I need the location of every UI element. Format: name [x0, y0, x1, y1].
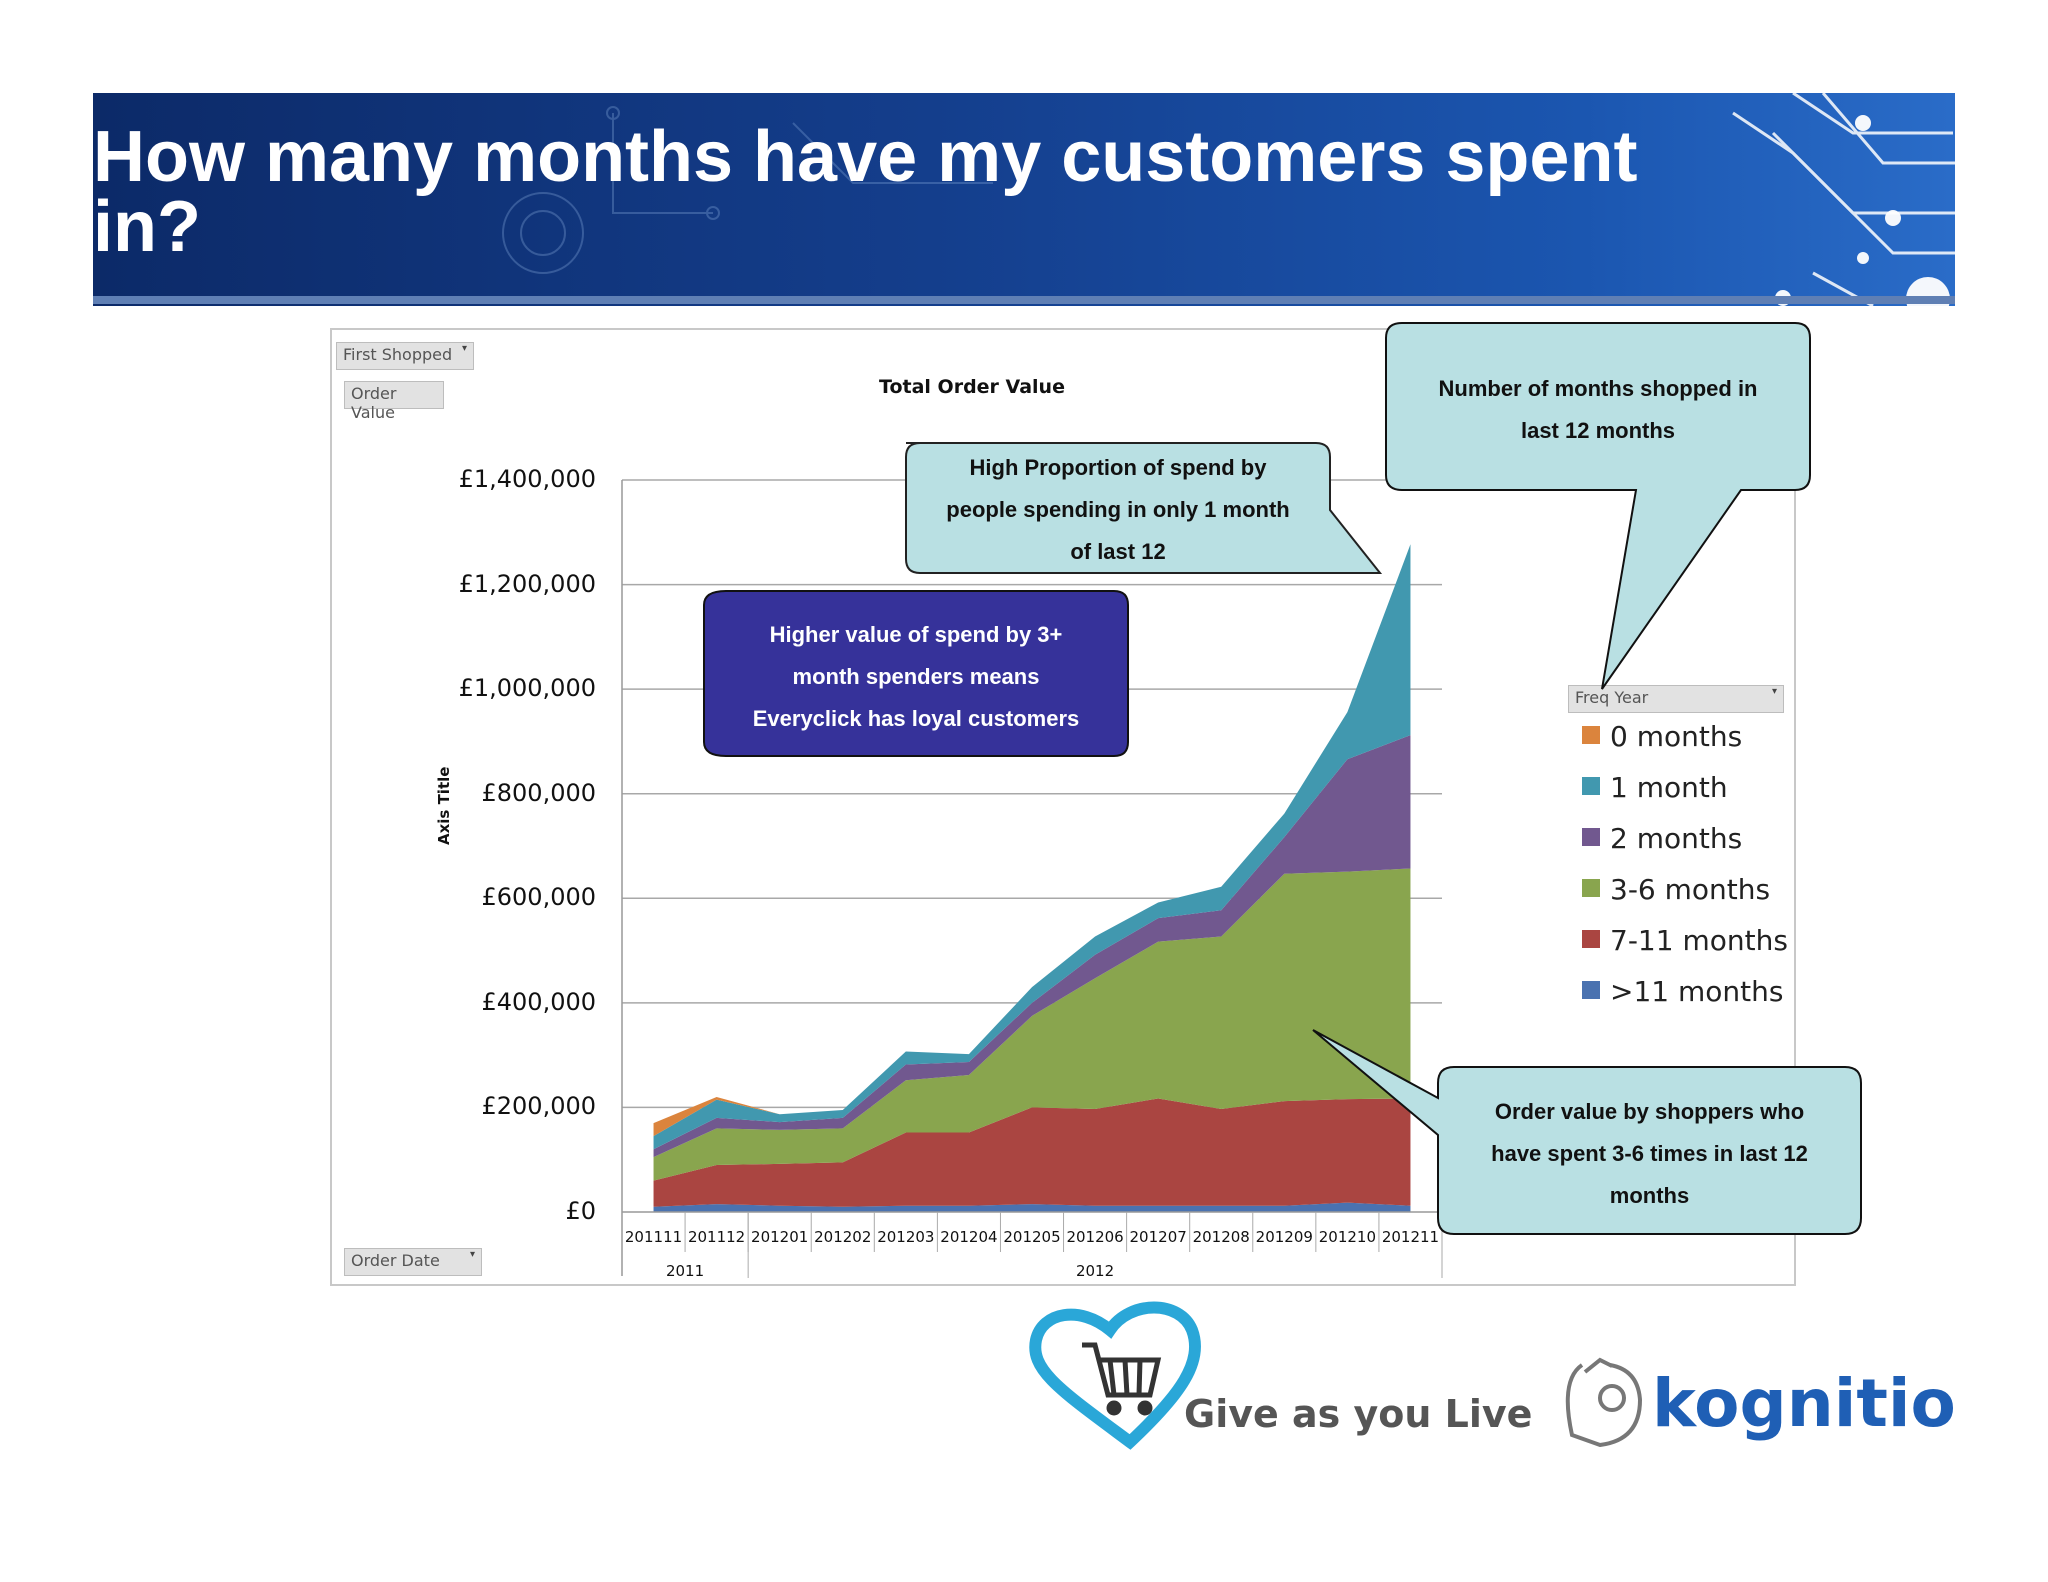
- legend-label: 7-11 months: [1610, 924, 1788, 957]
- legend-swatch: [1582, 777, 1600, 795]
- owl-icon: [1565, 1357, 1643, 1448]
- y-tick-label: £1,200,000: [458, 569, 596, 598]
- freq-year-label: Freq Year: [1575, 688, 1649, 707]
- y-tick-label: £0: [565, 1197, 596, 1225]
- order-value-label: Order Value: [351, 384, 397, 422]
- legend-label: 3-6 months: [1610, 873, 1771, 906]
- first-shopped-label: First Shopped: [343, 345, 453, 364]
- legend-label: 2 months: [1610, 822, 1743, 855]
- y-tick-label: £200,000: [481, 1092, 596, 1121]
- dropdown-arrow-icon: ▾: [461, 343, 467, 354]
- slide-title: How many months have my customers spent …: [93, 117, 1793, 267]
- legend-label: 0 months: [1610, 720, 1743, 753]
- legend-item: 2 months: [1582, 822, 1742, 855]
- callout-higher-value-text: Higher value of spend by 3+ month spende…: [704, 614, 1128, 740]
- callout-line: High Proportion of spend by: [969, 455, 1267, 480]
- callout-line: last 12 months: [1520, 418, 1676, 443]
- legend-label: 1 month: [1610, 771, 1728, 804]
- legend-label: >11 months: [1610, 975, 1784, 1008]
- y-tick-label: £600,000: [481, 883, 596, 912]
- legend-swatch: [1582, 981, 1600, 999]
- y-tick-label: £1,000,000: [458, 674, 596, 703]
- title-banner: [93, 93, 1955, 306]
- legend-item: 1 month: [1582, 771, 1728, 804]
- callout-line: have spent 3-6 times in last 12: [1491, 1141, 1808, 1166]
- dropdown-arrow-icon: ▾: [1771, 686, 1777, 697]
- legend-item: 0 months: [1582, 720, 1742, 753]
- legend-swatch: [1582, 930, 1600, 948]
- callout-line: people spending in only 1 month: [946, 497, 1290, 522]
- chart-frame: [330, 328, 1796, 1286]
- cart-icon: [1082, 1342, 1162, 1416]
- y-tick-label: £800,000: [481, 778, 596, 807]
- callout-months-shopped-text: Number of months shopped in last 12 mont…: [1386, 368, 1810, 452]
- give-as-you-live-logo: Give as you Live: [1184, 1392, 1533, 1436]
- first-shopped-field-button[interactable]: First Shopped ▾: [336, 342, 474, 370]
- callout-order-value-text: Order value by shoppers who have spent 3…: [1438, 1091, 1861, 1217]
- legend-swatch: [1582, 726, 1600, 744]
- callout-line: Higher value of spend by 3+: [769, 622, 1063, 647]
- legend-swatch: [1582, 879, 1600, 897]
- freq-year-field-button[interactable]: Freq Year ▾: [1568, 685, 1784, 713]
- callout-line: Number of months shopped in: [1438, 376, 1758, 401]
- legend-item: 7-11 months: [1582, 924, 1788, 957]
- kognitio-logo: kognitio: [1652, 1365, 1956, 1442]
- legend-item: 3-6 months: [1582, 873, 1770, 906]
- dropdown-arrow-icon: ▾: [469, 1249, 475, 1260]
- order-value-field-button[interactable]: Order Value: [344, 381, 444, 422]
- callout-high-proportion-text: High Proportion of spend by people spend…: [906, 447, 1330, 573]
- y-tick-label: £400,000: [481, 987, 596, 1016]
- slide-title-line-2: in?: [93, 187, 201, 267]
- y-tick-label: £1,400,000: [458, 465, 596, 493]
- heart-icon: [1029, 1301, 1202, 1450]
- callout-line: month spenders means: [792, 664, 1040, 689]
- callout-line: months: [1609, 1183, 1690, 1208]
- order-date-label: Order Date: [351, 1251, 440, 1270]
- banner-divider: [93, 296, 1955, 304]
- legend-item: >11 months: [1582, 975, 1783, 1008]
- slide-title-line-1: How many months have my customers spent: [93, 117, 1638, 197]
- callout-line: of last 12: [1070, 539, 1166, 564]
- chart-title: Total Order Value: [879, 376, 1065, 398]
- order-date-field-button[interactable]: Order Date ▾: [344, 1248, 482, 1276]
- y-axis-title: Axis Title: [435, 766, 453, 845]
- callout-line: Everyclick has loyal customers: [752, 706, 1080, 731]
- callout-line: Order value by shoppers who: [1494, 1099, 1805, 1124]
- legend-swatch: [1582, 828, 1600, 846]
